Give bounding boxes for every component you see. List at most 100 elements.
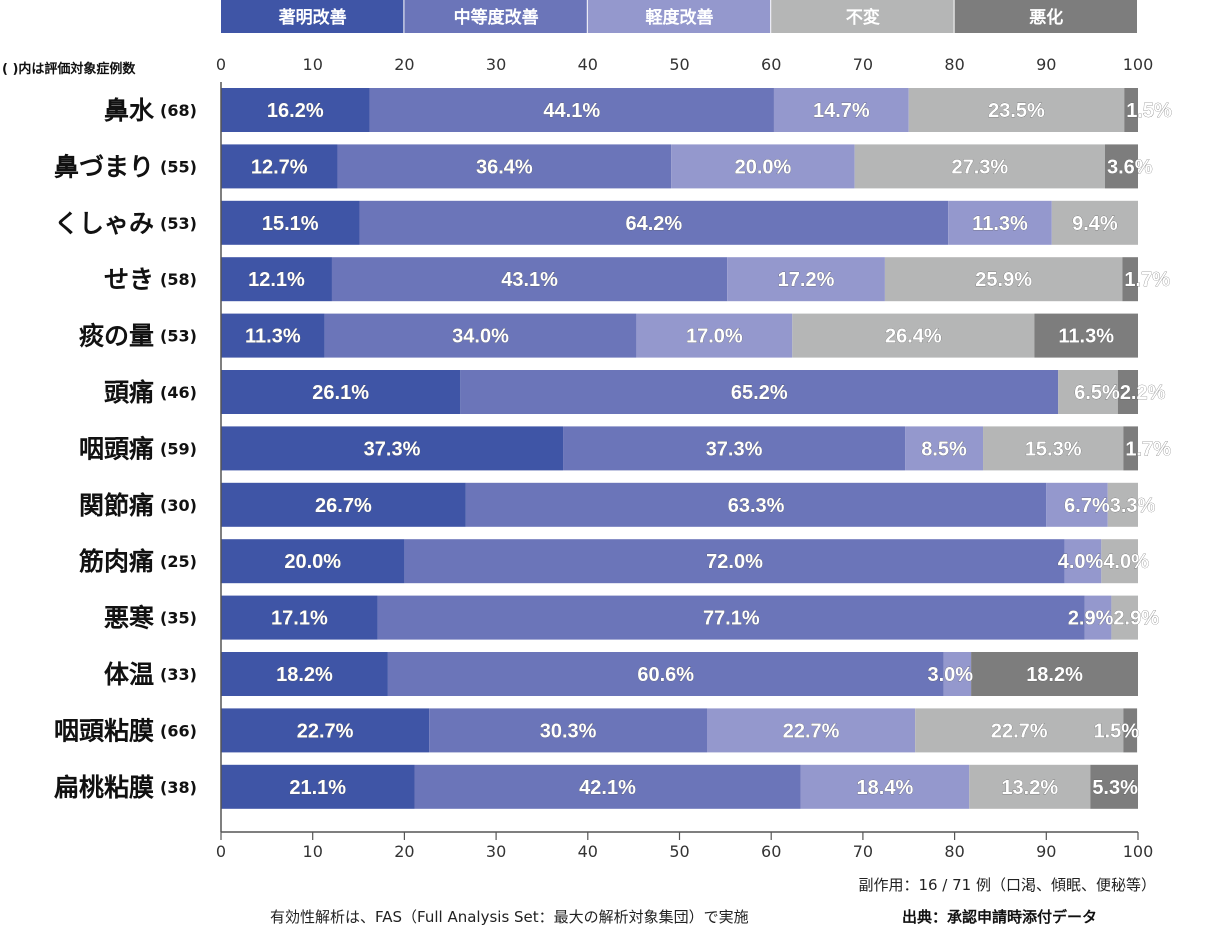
- count-label: (25): [160, 552, 197, 571]
- bar-segment: [460, 370, 1059, 414]
- bar-row: 痰の量 (53) 11.3% 34.0% 17.0% 26.4% 11.3%: [79, 313, 1138, 358]
- bar-segment: [221, 426, 564, 471]
- data-label: 21.1%: [289, 777, 346, 799]
- count-label: (53): [160, 327, 197, 346]
- legend-swatch: [771, 0, 954, 33]
- category-label: 痰の量: [79, 322, 154, 351]
- bar-row: 筋肉痛 (25) 20.0% 72.0% 4.0% 4.0%: [79, 539, 1149, 584]
- bottom-tick-label: 30: [486, 842, 506, 861]
- bar-row: 鼻づまり (55) 12.7% 36.4% 20.0% 27.3% 3.6%: [54, 144, 1153, 189]
- data-label: 9.4%: [1072, 213, 1118, 235]
- data-label: 18.2%: [1026, 664, 1083, 686]
- top-tick-label: 100: [1123, 55, 1154, 74]
- analysis-note: 有効性解析は、FAS（Full Analysis Set：最大の解析対象集団）で…: [270, 908, 749, 926]
- top-tick-label: 0: [216, 55, 226, 74]
- bar-segment: [369, 88, 774, 132]
- bar-row: 体温 (33) 18.2% 60.6% 3.0% 18.2%: [104, 652, 1138, 696]
- data-label: 27.3%: [951, 156, 1008, 178]
- bar-segment: [377, 595, 1085, 640]
- data-label: 20.0%: [735, 156, 792, 178]
- bar-segment: [1034, 313, 1138, 358]
- bottom-tick-label: 40: [578, 842, 598, 861]
- data-label: 43.1%: [501, 269, 558, 291]
- count-label: (68): [160, 101, 197, 120]
- count-label: (55): [160, 157, 197, 176]
- data-label: 6.5%: [1074, 382, 1120, 404]
- legend-swatch: [221, 0, 404, 33]
- data-label: 60.6%: [637, 664, 694, 686]
- legend-label: 軽度改善: [646, 7, 714, 28]
- bar-segment: [221, 652, 388, 696]
- top-tick-label: 70: [853, 55, 873, 74]
- bar-segment: [1046, 482, 1108, 527]
- bar-row: 関節痛 (30) 26.7% 63.3% 6.7% 3.3%: [79, 482, 1156, 527]
- bar-segment: [1107, 482, 1138, 527]
- bar-segment: [792, 313, 1035, 358]
- bar-segment: [1123, 708, 1138, 753]
- count-header-note: ( )内は評価対象症例数: [2, 62, 136, 77]
- data-label: 18.4%: [857, 777, 914, 799]
- data-label: 65.2%: [731, 382, 788, 404]
- data-label: 1.5%: [1126, 100, 1172, 122]
- data-label: 37.3%: [364, 438, 421, 460]
- bar-segment: [324, 313, 637, 358]
- top-tick-label: 40: [578, 55, 598, 74]
- bar-segment: [221, 313, 325, 358]
- bar-segment: [221, 595, 378, 640]
- data-label: 2.9%: [1113, 608, 1159, 630]
- bar-row: 扁桃粘膜 (38) 21.1% 42.1% 18.4% 13.2% 5.3%: [54, 764, 1138, 809]
- bar-segment: [727, 257, 885, 302]
- bar-segment: [908, 88, 1125, 132]
- legend-swatch: [587, 0, 771, 33]
- data-label: 30.3%: [540, 720, 597, 742]
- bar-segment: [1101, 539, 1138, 584]
- bar-segment: [1111, 595, 1138, 640]
- bottom-tick-label: 70: [853, 842, 873, 861]
- data-label: 15.3%: [1025, 438, 1082, 460]
- category-label: 扁桃粘膜: [54, 773, 154, 802]
- count-label: (53): [160, 214, 197, 233]
- bottom-tick-label: 100: [1123, 842, 1154, 861]
- bar-segment: [221, 708, 430, 753]
- bottom-tick-label: 90: [1036, 842, 1056, 861]
- bar-segment: [971, 652, 1138, 696]
- data-label: 44.1%: [543, 100, 600, 122]
- bar-segment: [404, 539, 1065, 584]
- data-label: 42.1%: [579, 777, 636, 799]
- data-label: 12.1%: [248, 269, 305, 291]
- bar-segment: [1051, 200, 1138, 245]
- category-label: 咽頭痛: [79, 434, 154, 463]
- bottom-axis: 0 10 20 30 40 50 60 70 80 90 100: [216, 82, 1153, 861]
- data-label: 18.2%: [276, 664, 333, 686]
- bar-segment: [915, 708, 1124, 753]
- chart-rows: 鼻水 (68) 16.2% 44.1% 14.7% 23.5% 1.5% 鼻づまり (55) 12…: [54, 88, 1172, 809]
- bottom-tick-label: 20: [394, 842, 414, 861]
- bar-segment: [1117, 370, 1138, 414]
- category-label: 体温: [104, 660, 154, 689]
- legend: 著明改善 中等度改善 軽度改善 不変 悪化: [221, 0, 1137, 33]
- count-label: (38): [160, 778, 197, 797]
- bar-segment: [429, 708, 708, 753]
- data-label: 36.4%: [476, 156, 533, 178]
- bar-segment: [707, 708, 916, 753]
- bar-segment: [221, 257, 332, 302]
- data-label: 17.0%: [686, 326, 743, 348]
- source-note: 出典：承認申請時添付データ: [902, 908, 1098, 926]
- data-label: 5.3%: [1092, 777, 1138, 799]
- data-label: 26.7%: [315, 495, 372, 517]
- legend-label: 中等度改善: [454, 7, 539, 28]
- bottom-tick-label: 60: [761, 842, 781, 861]
- bar-segment: [387, 652, 944, 696]
- bar-segment: [948, 200, 1052, 245]
- count-label: (30): [160, 496, 197, 515]
- data-label: 14.7%: [813, 100, 870, 122]
- category-label: せき: [104, 265, 154, 294]
- bar-segment: [1084, 595, 1112, 640]
- bar-segment: [221, 200, 360, 245]
- count-label: (59): [160, 439, 197, 458]
- data-label: 17.2%: [778, 269, 835, 291]
- bottom-tick-label: 80: [944, 842, 964, 861]
- bar-row: 頭痛 (46) 26.1% 65.2% 6.5% 2.2%: [104, 370, 1166, 414]
- bar-segment: [359, 200, 949, 245]
